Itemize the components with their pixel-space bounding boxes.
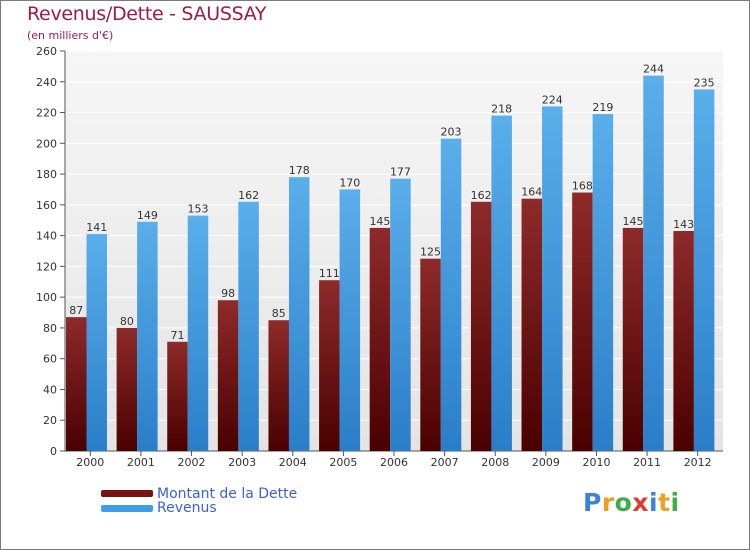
data-label-revenus: 153: [187, 203, 208, 216]
bar-dette: [268, 320, 289, 451]
bar-dette: [521, 198, 543, 451]
legend-label-dette: Montant de la Dette: [157, 486, 298, 502]
data-label-dette: 125: [420, 246, 441, 259]
bar-dette: [622, 227, 644, 451]
data-label-revenus: 149: [137, 209, 158, 222]
y-tick-label: 0: [50, 445, 57, 458]
data-label-revenus: 177: [390, 166, 411, 179]
bar-revenus: [137, 221, 158, 451]
data-label-revenus: 170: [339, 176, 360, 189]
x-tick-label: 2008: [481, 456, 509, 469]
x-tick-label: 2005: [329, 456, 357, 469]
y-tick-label: 140: [36, 230, 57, 243]
logo-letter: x: [632, 488, 649, 517]
bar-dette: [673, 231, 694, 451]
bar-revenus: [238, 201, 259, 451]
y-tick-label: 180: [36, 168, 57, 181]
y-tick-label: 40: [43, 383, 57, 396]
bar-dette: [420, 258, 441, 451]
y-tick-label: 20: [43, 414, 57, 427]
x-tick-label: 2003: [228, 456, 256, 469]
bar-revenus: [288, 177, 310, 451]
data-label-dette: 168: [572, 180, 593, 193]
y-tick-label: 160: [36, 199, 57, 212]
bar-revenus: [592, 114, 614, 452]
bar-dette: [167, 341, 188, 451]
bar-revenus: [643, 75, 664, 451]
bar-dette: [116, 327, 138, 451]
bar-revenus: [693, 89, 715, 451]
y-tick-label: 100: [36, 291, 57, 304]
bar-revenus: [339, 189, 361, 451]
data-label-dette: 80: [120, 315, 134, 328]
logo-letter: o: [614, 488, 633, 517]
bar-dette: [66, 317, 87, 451]
bar-revenus: [542, 106, 563, 451]
x-tick-label: 2012: [684, 456, 712, 469]
data-label-dette: 145: [369, 215, 390, 228]
data-label-dette: 111: [319, 267, 340, 280]
bar-dette: [470, 201, 492, 451]
bar-revenus: [491, 115, 512, 451]
logo-letter: P: [583, 488, 602, 517]
data-label-revenus: 162: [238, 189, 259, 202]
legend-swatch-dette: [101, 490, 153, 497]
logo-letter: r: [601, 488, 615, 517]
data-label-revenus: 178: [289, 164, 310, 177]
bar-revenus: [187, 215, 209, 451]
bar-revenus: [440, 138, 462, 451]
bar-dette: [369, 227, 391, 451]
data-label-revenus: 218: [491, 103, 512, 116]
data-label-revenus: 141: [86, 221, 107, 234]
bar-revenus: [390, 178, 411, 451]
x-tick-label: 2007: [431, 456, 459, 469]
x-tick-label: 2009: [532, 456, 560, 469]
bar-dette: [319, 280, 340, 451]
y-tick-label: 220: [36, 107, 57, 120]
data-label-revenus: 203: [441, 126, 462, 139]
data-label-dette: 98: [221, 287, 235, 300]
data-label-dette: 85: [272, 307, 286, 320]
data-label-revenus: 244: [643, 63, 664, 76]
legend-swatch-revenus: [101, 505, 153, 512]
y-tick-label: 200: [36, 137, 57, 150]
y-tick-label: 240: [36, 76, 57, 89]
x-tick-label: 2001: [127, 456, 155, 469]
x-tick-label: 2000: [76, 456, 104, 469]
data-label-dette: 145: [623, 215, 644, 228]
x-tick-label: 2002: [178, 456, 206, 469]
y-tick-label: 80: [43, 322, 57, 335]
y-tick-label: 120: [36, 260, 57, 273]
y-tick-label: 60: [43, 353, 57, 366]
x-tick-label: 2006: [380, 456, 408, 469]
x-tick-label: 2010: [582, 456, 610, 469]
y-tick-label: 260: [36, 45, 57, 58]
chart-subtitle: (en milliers d'€): [27, 29, 114, 42]
x-tick-label: 2011: [633, 456, 661, 469]
logo-letter: i: [670, 488, 680, 517]
data-label-revenus: 235: [694, 76, 715, 89]
chart-title: Revenus/Dette - SAUSSAY: [27, 3, 267, 25]
data-label-dette: 87: [69, 304, 83, 317]
bar-revenus: [86, 234, 107, 451]
x-tick-label: 2004: [279, 456, 307, 469]
proxiti-logo: Proxiti: [583, 488, 680, 517]
data-label-dette: 143: [673, 218, 694, 231]
data-label-revenus: 224: [542, 93, 563, 106]
data-label-dette: 162: [471, 189, 492, 202]
data-label-dette: 164: [521, 186, 542, 199]
bar-dette: [572, 192, 593, 452]
bar-dette: [217, 300, 239, 451]
logo-letter: t: [658, 488, 671, 517]
logo-letter: i: [649, 488, 659, 517]
data-label-revenus: 219: [592, 101, 613, 114]
data-label-dette: 71: [170, 329, 184, 342]
legend-label-revenus: Revenus: [157, 500, 217, 516]
